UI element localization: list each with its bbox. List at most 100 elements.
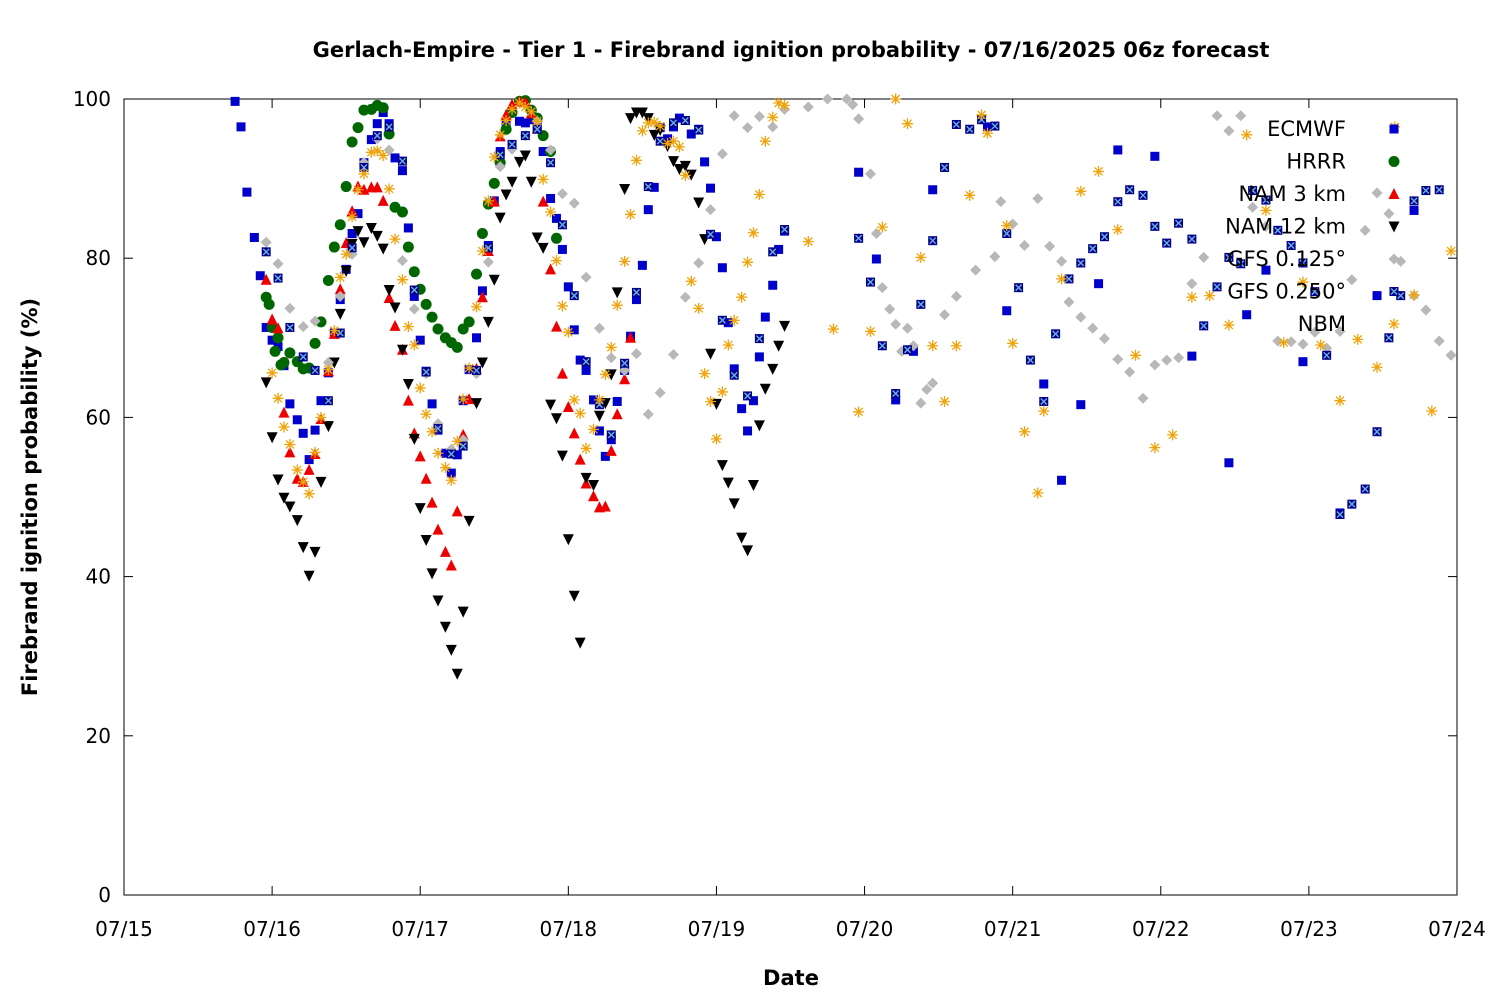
data-point — [728, 314, 740, 326]
data-point — [494, 161, 506, 173]
data-point — [568, 394, 580, 406]
data-point — [377, 150, 389, 162]
data-point — [612, 396, 622, 406]
data-point — [1075, 311, 1087, 323]
chart-title: Gerlach-Empire - Tier 1 - Firebrand igni… — [313, 38, 1270, 62]
data-point — [1247, 201, 1259, 213]
data-point — [773, 340, 785, 352]
data-point — [694, 125, 704, 135]
data-point — [507, 139, 517, 149]
data-point — [1273, 225, 1283, 235]
data-point — [408, 339, 420, 351]
data-point — [1359, 224, 1371, 236]
series-5 — [261, 115, 1444, 520]
data-point — [574, 637, 586, 649]
data-point — [389, 233, 401, 245]
data-point — [358, 237, 370, 249]
data-point — [297, 542, 309, 554]
data-point — [297, 321, 309, 333]
data-point — [780, 225, 790, 235]
data-point — [1346, 274, 1358, 286]
data-point — [908, 346, 918, 356]
data-point — [488, 151, 500, 163]
y-tick-label: 0 — [98, 883, 111, 907]
data-point — [1051, 329, 1061, 339]
data-point — [876, 282, 888, 294]
data-point — [409, 291, 419, 301]
data-point — [982, 122, 992, 132]
data-point — [679, 160, 691, 172]
data-point — [1298, 357, 1308, 367]
data-point — [427, 399, 437, 409]
data-point — [827, 323, 839, 335]
data-point — [768, 247, 778, 257]
data-point — [619, 373, 631, 385]
data-point — [463, 316, 475, 328]
data-point — [550, 232, 562, 244]
data-point — [1150, 221, 1160, 231]
data-point — [432, 595, 444, 607]
data-point — [673, 164, 685, 176]
data-point — [315, 476, 327, 488]
data-point — [260, 377, 272, 389]
x-tick-label: 07/16 — [243, 917, 301, 941]
data-point — [377, 194, 389, 206]
data-point — [377, 102, 389, 114]
data-point — [402, 321, 414, 333]
data-point — [389, 302, 401, 314]
data-point — [693, 302, 705, 314]
data-point — [309, 446, 321, 458]
data-point — [1137, 392, 1149, 404]
data-point — [303, 488, 315, 500]
data-point — [557, 244, 567, 254]
data-point — [476, 357, 488, 369]
data-point — [397, 166, 407, 176]
data-point — [506, 176, 518, 188]
data-point — [433, 424, 443, 434]
data-point — [309, 315, 321, 327]
data-point — [334, 308, 346, 320]
data-point — [662, 138, 674, 150]
data-point — [759, 383, 771, 395]
data-point — [773, 97, 785, 109]
data-point — [569, 291, 579, 301]
data-point — [285, 399, 295, 409]
data-point — [236, 122, 246, 132]
data-point — [1187, 351, 1197, 361]
series-0 — [230, 96, 1419, 518]
data-point — [802, 235, 814, 247]
data-point — [611, 408, 623, 420]
data-point — [426, 426, 438, 438]
data-point — [340, 248, 352, 260]
data-point — [402, 394, 414, 406]
data-point — [742, 256, 754, 268]
data-point — [927, 340, 939, 352]
data-point — [230, 96, 240, 106]
data-point — [402, 241, 414, 253]
data-point — [260, 236, 272, 248]
data-point — [699, 368, 711, 380]
data-point — [537, 195, 549, 207]
data-point — [631, 287, 641, 297]
data-point — [1174, 218, 1184, 228]
data-point — [446, 468, 456, 478]
data-point — [679, 291, 691, 303]
legend-label: NBM — [1298, 312, 1346, 336]
data-point — [334, 283, 346, 295]
data-point — [298, 352, 308, 362]
data-point — [686, 129, 696, 139]
data-point — [1167, 429, 1179, 441]
data-point — [1173, 352, 1185, 364]
data-point — [705, 395, 717, 407]
data-point — [432, 323, 444, 335]
data-point — [532, 124, 542, 134]
data-point — [1334, 325, 1346, 337]
data-point — [278, 421, 290, 433]
data-point — [1242, 310, 1252, 320]
data-point — [1001, 220, 1013, 232]
data-point — [1309, 326, 1321, 338]
data-point — [891, 389, 901, 399]
data-point — [728, 498, 740, 510]
data-point — [890, 93, 902, 105]
